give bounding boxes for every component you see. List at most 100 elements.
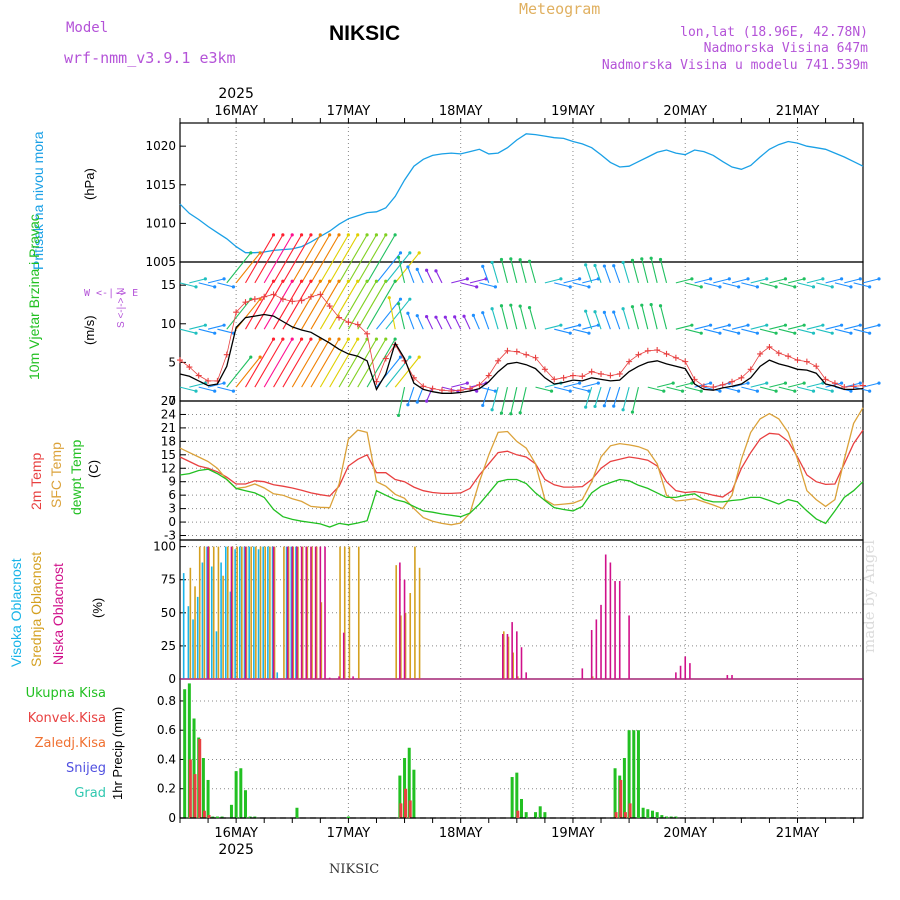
- wind-barb-head: [346, 233, 350, 237]
- wind-barb-head: [425, 314, 429, 319]
- conv-rain-bar: [516, 810, 520, 818]
- wind-barb: [703, 386, 721, 392]
- wind-barb: [338, 338, 368, 388]
- wind-barb-head: [839, 381, 844, 385]
- wind-barb-head: [612, 404, 616, 408]
- conv-rain-bar: [623, 812, 627, 818]
- wind-barb-head: [612, 264, 616, 268]
- wind-barb-head: [337, 233, 341, 237]
- wind-barb: [217, 386, 234, 392]
- panel-frame: [179, 678, 864, 819]
- wind-barb: [694, 278, 711, 284]
- wind-barb-head: [527, 259, 532, 263]
- wind-barb-head: [708, 381, 713, 385]
- total-rain-bar: [215, 816, 219, 818]
- wind-barb: [631, 306, 639, 330]
- wind-barb-head: [481, 264, 485, 268]
- wind-barb-head: [649, 256, 653, 260]
- wind-barb-head: [194, 331, 198, 335]
- wind-barb: [510, 386, 518, 414]
- total-rain-bar: [243, 790, 247, 818]
- wind-barb-head: [774, 331, 778, 335]
- wind-barb: [731, 382, 749, 388]
- wind-barb-head: [415, 267, 419, 271]
- wind-barb-head: [290, 233, 294, 237]
- wind-barb-head: [384, 337, 388, 341]
- wind-barb: [491, 262, 499, 284]
- total-rain-bar: [674, 816, 678, 818]
- wind-barb: [310, 280, 340, 330]
- wind-speed-line: [179, 313, 864, 394]
- wind-barb: [741, 282, 758, 288]
- wind-barb: [554, 386, 571, 392]
- wind-barb: [703, 328, 721, 334]
- wind-barb-head: [415, 400, 419, 404]
- wind-barb: [544, 278, 562, 284]
- wind-barb-head: [718, 331, 722, 335]
- wind-barb: [245, 338, 274, 388]
- wind-barb: [631, 386, 639, 413]
- wind-barb: [254, 338, 284, 388]
- wind-barb-head: [821, 323, 825, 327]
- wind-barb: [554, 282, 571, 288]
- total-rain-bar: [220, 816, 224, 818]
- meteogram-title: Meteogram: [519, 0, 601, 18]
- total-rain-bar: [192, 718, 196, 818]
- elevation-label: Nadmorska Visina 647m: [703, 41, 868, 56]
- total-rain-bar: [646, 809, 650, 818]
- wind-barb: [491, 308, 499, 330]
- legend-conv-rain: Konvek.Kisa: [27, 711, 106, 726]
- wind-barb-head: [396, 413, 401, 418]
- wind-barb-head: [309, 337, 313, 341]
- legend-graupel: Grad: [74, 786, 106, 801]
- panel-frame: [179, 400, 864, 541]
- wind-barb-head: [328, 337, 332, 341]
- y-tick-label: 3: [168, 502, 176, 516]
- wind-barb-head: [374, 233, 379, 237]
- wind-barb-head: [434, 269, 438, 273]
- wind-barb-head: [559, 277, 563, 281]
- wind-barb-head: [490, 307, 494, 311]
- wind-barb-head: [527, 305, 532, 310]
- wind-barb: [273, 234, 303, 284]
- wind-barb: [426, 386, 434, 402]
- sfc-temp-line: [179, 407, 864, 526]
- wind-barb: [226, 252, 252, 284]
- wind-barb: [407, 313, 415, 330]
- wind-barb-head: [568, 331, 572, 335]
- wind-barb-head: [281, 279, 285, 283]
- wind-barb: [482, 266, 490, 284]
- wind-barb: [731, 324, 749, 330]
- wind-barb-head: [518, 304, 522, 308]
- wind-barb: [510, 305, 518, 330]
- top-day-label: 20MAY: [663, 104, 707, 119]
- wind-barb-head: [203, 277, 207, 281]
- wind-barb: [189, 324, 206, 330]
- wind-barb: [217, 282, 234, 288]
- wind-barb-head: [596, 381, 600, 385]
- wind-barb-head: [821, 277, 825, 281]
- wind-barb-head: [593, 263, 597, 268]
- wind-barb-head: [621, 307, 625, 311]
- wind-barb-head: [337, 279, 341, 283]
- y-tick-label: 1015: [145, 178, 176, 192]
- wind-barb: [750, 324, 767, 330]
- wind-barb: [416, 386, 424, 403]
- wind-barb-head: [271, 337, 276, 341]
- total-rain-bar: [403, 758, 407, 818]
- legend-snow: Snijeg: [66, 761, 106, 776]
- total-rain-bar: [234, 771, 238, 818]
- wind-barb-head: [384, 279, 388, 283]
- total-rain-bar: [211, 816, 215, 818]
- wind-barb: [613, 311, 621, 330]
- wind-barb-head: [346, 279, 350, 283]
- wind-barb: [385, 252, 411, 284]
- wind-barb-head: [568, 389, 572, 393]
- wind-barb: [582, 324, 599, 330]
- wind-barb-head: [602, 404, 606, 408]
- wind-barb: [563, 382, 580, 388]
- wind-barb-head: [222, 277, 226, 281]
- wind-barb: [703, 282, 721, 288]
